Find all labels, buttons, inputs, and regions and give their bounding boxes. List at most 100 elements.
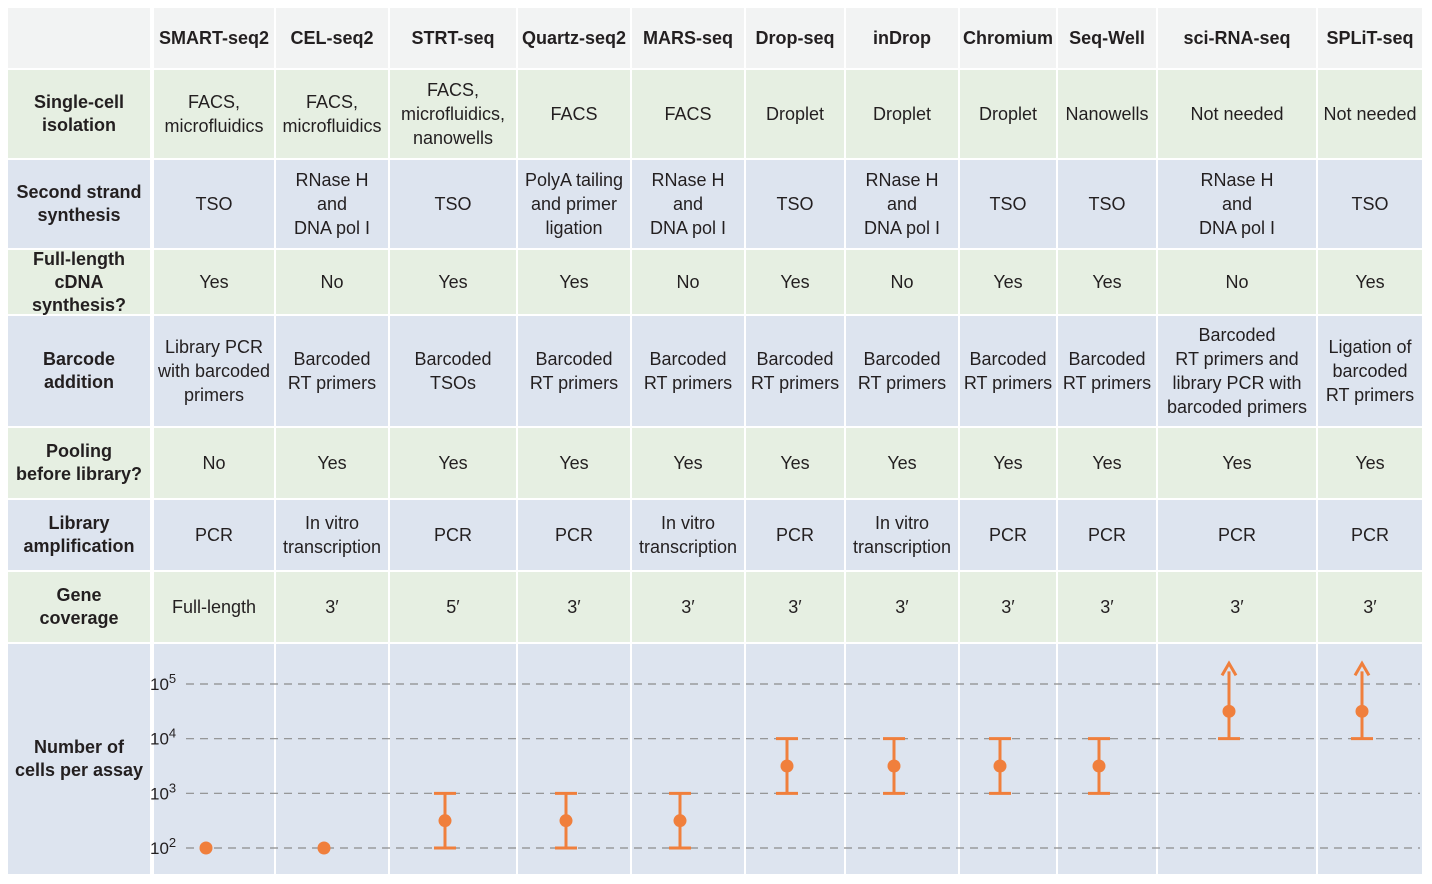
row-barcode-addition: Barcode addition Library PCR with barcode… [8,316,1422,426]
table-cell: Yes [746,428,844,498]
chart-cell-bg [746,644,844,874]
table-cell: Yes [1318,250,1422,314]
table-cell: 3′ [632,572,744,642]
chart-cell-bg [276,644,388,874]
point-marker [993,759,1007,773]
y-tick-label: 104 [150,726,176,749]
column-header-indrop: inDrop [846,8,958,68]
chart-cell-bg [518,644,630,874]
column-header-strt-seq: STRT-seq [390,8,516,68]
point-marker [887,759,901,773]
row-label-barcode-addition: Barcode addition [8,316,150,426]
point-marker [559,814,573,828]
datapoint-mars-seq [669,791,691,850]
cells-per-assay-chart: 102 103 104 105 [150,660,1420,858]
table-cell: Droplet [960,70,1056,158]
column-header-sci-rna-seq: sci-RNA-seq [1158,8,1316,68]
table-cell: Barcoded RT primers [276,316,388,426]
datapoint-quartz-seq2 [555,791,577,850]
table-cell: Yes [1158,428,1316,498]
column-header-drop-seq: Drop-seq [746,8,844,68]
point-marker [199,841,213,855]
table-cell: 3′ [276,572,388,642]
table-cell: FACS [518,70,630,158]
column-header-quartz-seq2: Quartz-seq2 [518,8,630,68]
table-cell: Yes [960,250,1056,314]
chart-cell-bg [846,644,958,874]
column-header-seq-well: Seq-Well [1058,8,1156,68]
row-gene-coverage: Gene coverage Full-length 3′ 5′ 3′ 3′ 3′ 3′ 3′ 3′… [8,572,1422,642]
table-cell: Yes [390,428,516,498]
table-cell: Barcoded RT primers [632,316,744,426]
table-cell: Yes [846,428,958,498]
table-cell: PCR [390,500,516,570]
row-label-gene-coverage: Gene coverage [8,572,150,642]
row-label-full-length-cdna: Full-length cDNA synthesis? [8,249,150,315]
table-cell: RNase H and DNA pol I [632,160,744,248]
chart-cell-bg [154,644,274,874]
column-header-smart-seq2: SMART-seq2 [154,8,274,68]
table-cell: PCR [1158,500,1316,570]
table-cell: TSO [154,160,274,248]
point-marker [673,814,687,828]
row-label-pooling-before-library: Pooling before library? [8,428,150,498]
datapoint-cel-seq2 [317,841,331,855]
chart-cell-bg [1158,644,1316,874]
chart-cell-bg [390,644,516,874]
table-cell: PCR [746,500,844,570]
table-cell: FACS, microfluidics [154,70,274,158]
table-cell: Yes [1318,428,1422,498]
table-cell: Yes [1058,428,1156,498]
table-cell: Nanowells [1058,70,1156,158]
table-cell: In vitro transcription [276,500,388,570]
table-cell: TSO [960,160,1056,248]
datapoint-seq-well [1088,737,1110,795]
table-cell: Library PCR with barcoded primers [154,316,274,426]
table-cell: Not needed [1158,70,1316,158]
table-cell: PCR [960,500,1056,570]
cells-per-assay-row: Number of cells per assay [8,644,1422,874]
table-cell: In vitro transcription [846,500,958,570]
point-marker [317,841,331,855]
point-marker [1092,759,1106,773]
datapoint-strt-seq [434,791,456,850]
row-pooling-before-library: Pooling before library? No Yes Yes Yes Yes Yes… [8,428,1422,498]
table-cell: PCR [154,500,274,570]
column-header-cel-seq2: CEL-seq2 [276,8,388,68]
row-label-library-amplification: Library amplification [8,500,150,570]
y-tick-label: 103 [150,780,176,803]
table-cell: FACS [632,70,744,158]
row-label-single-cell-isolation: Single-cell isolation [8,70,150,158]
datapoint-indrop [883,737,905,795]
row-second-strand-synthesis: Second strand synthesis TSO RNase H and DN… [8,160,1422,248]
datapoint-drop-seq [776,737,798,795]
point-marker [1355,704,1369,718]
table-cell: Yes [632,428,744,498]
table-cell: TSO [746,160,844,248]
table-cell: No [154,428,274,498]
table-cell: 3′ [960,572,1056,642]
corner-cell [8,8,150,68]
table-cell: 3′ [1158,572,1316,642]
table-cell: 5′ [390,572,516,642]
table-cell: Barcoded RT primers and library PCR with… [1158,316,1316,426]
point-marker [780,759,794,773]
table-cell: RNase H and DNA pol I [276,160,388,248]
table-cell: RNase H and DNA pol I [846,160,958,248]
table-cell: Yes [746,250,844,314]
table-cell: Yes [518,250,630,314]
row-library-amplification: Library amplification PCR In vitro transcr… [8,500,1422,570]
row-full-length-cdna: Full-length cDNA synthesis? Yes No Yes Yes No… [8,249,1422,315]
table-cell: No [846,250,958,314]
datapoint-sci-rna-seq [1218,660,1240,741]
chart-cell-bg [1058,644,1156,874]
table-cell: 3′ [1058,572,1156,642]
table-cell: Yes [276,428,388,498]
table-cell: No [1158,250,1316,314]
column-header-mars-seq: MARS-seq [632,8,744,68]
chart-cell-bg [1318,644,1422,874]
table-cell: PolyA tailing and primer ligation [518,160,630,248]
column-header-chromium: Chromium [960,8,1056,68]
point-marker [438,814,452,828]
table-cell: Barcoded RT primers [960,316,1056,426]
